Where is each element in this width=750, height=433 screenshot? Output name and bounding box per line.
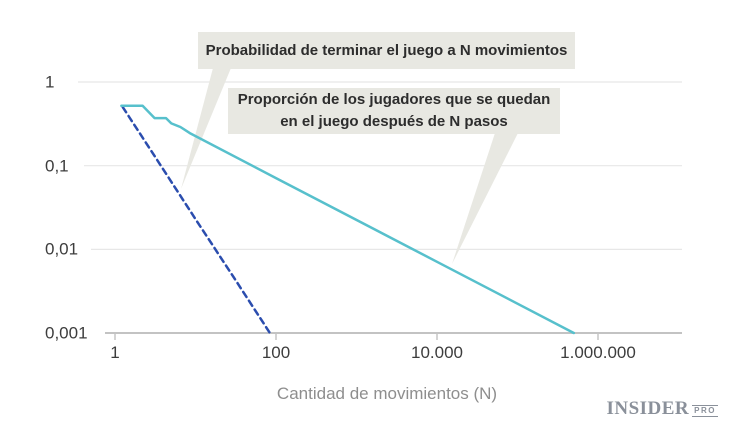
insiderpro-logo: INSIDER PRO <box>606 399 718 418</box>
callout-ending-probability: Probabilidad de terminar el juego a N mo… <box>198 32 575 69</box>
callout-ending-probability-text: Probabilidad de terminar el juego a N mo… <box>205 41 568 59</box>
callout-staying-proportion: Proporción de los jugadores que se queda… <box>228 88 560 134</box>
y-tick-label: 1 <box>45 72 55 92</box>
logo-pro-badge: PRO <box>692 404 718 417</box>
callout-staying-proportion-line1: Proporción de los jugadores que se queda… <box>237 91 551 109</box>
x-tick-label: 100 <box>261 343 291 362</box>
x-tick-label: 10.000 <box>411 343 463 362</box>
x-tick-label: 1 <box>110 343 120 362</box>
x-tick-label: 1.000.000 <box>560 343 636 362</box>
callout-staying-proportion-line2: en el juego después de N pasos <box>280 113 508 130</box>
logo-insider-text: INSIDER <box>606 398 690 419</box>
staying-proportion-line <box>120 104 576 335</box>
y-tick-label: 0,01 <box>45 239 79 259</box>
x-axis-title: Cantidad de movimientos (N) <box>276 384 498 403</box>
ending-probability-line <box>121 105 272 335</box>
y-tick-label: 0,001 <box>45 323 88 343</box>
callout-staying-tail <box>452 133 518 264</box>
y-tick-label: 0,1 <box>45 156 69 176</box>
callout-ending-tail <box>181 68 231 189</box>
